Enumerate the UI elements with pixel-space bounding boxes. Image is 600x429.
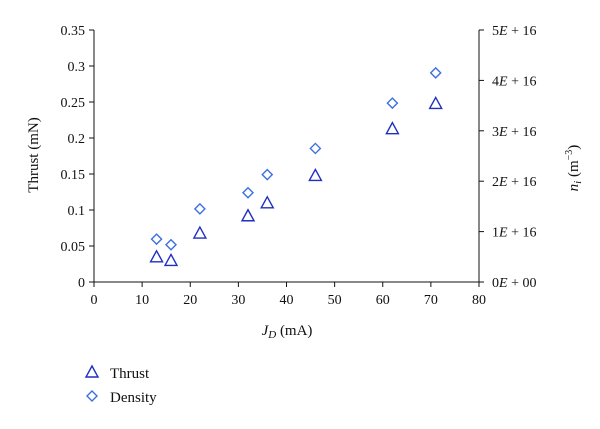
density-point <box>261 168 274 181</box>
left-y-axis-title: Thrust (mN) <box>26 117 42 192</box>
x-tick-label: 10 <box>135 293 149 308</box>
left-y-tick-label: 0.05 <box>61 240 86 255</box>
left-y-tick-label: 0.1 <box>68 204 86 219</box>
right-y-tick-label: 2E + 16 <box>492 175 536 190</box>
left-y-tick-label: 0.2 <box>68 132 86 147</box>
thrust-point <box>308 167 323 182</box>
density-point <box>193 202 206 215</box>
x-axis-ticks: 0 10 20 30 40 50 60 70 80 <box>91 282 486 308</box>
thrust-point <box>260 195 275 209</box>
left-y-axis-ticks: 0 0.05 0.1 0.15 0.2 0.25 0.3 0.35 <box>61 24 94 291</box>
right-y-tick-label: 0E + 00 <box>492 276 536 291</box>
x-tick-label: 80 <box>472 293 486 308</box>
right-y-tick-label: 5E + 16 <box>492 24 536 39</box>
x-tick-label: 40 <box>280 293 294 308</box>
legend-label-thrust: Thrust <box>110 366 150 382</box>
legend-label-density: Density <box>110 390 157 406</box>
legend-diamond-icon <box>86 390 98 402</box>
x-tick-label: 0 <box>91 293 98 308</box>
left-y-tick-label: 0.35 <box>61 24 86 39</box>
x-tick-label: 20 <box>183 293 197 308</box>
x-tick-label: 50 <box>328 293 342 308</box>
left-y-tick-label: 0 <box>78 276 85 291</box>
legend-item-density: Density <box>86 390 157 406</box>
thrust-point <box>192 225 208 239</box>
density-point <box>150 233 163 246</box>
x-tick-label: 60 <box>376 293 390 308</box>
thrust-point <box>240 208 256 222</box>
x-tick-label: 70 <box>424 293 438 308</box>
right-y-axis-ticks: 0E + 00 1E + 16 2E + 16 3E + 16 4E + 16 5E + … <box>479 24 536 291</box>
legend-triangle-icon <box>84 364 100 378</box>
thrust-point <box>428 95 443 110</box>
x-tick-label: 30 <box>231 293 245 308</box>
left-y-tick-label: 0.15 <box>61 168 86 183</box>
density-point <box>242 186 254 199</box>
right-y-tick-label: 3E + 16 <box>492 125 536 140</box>
density-point <box>429 66 442 79</box>
density-point <box>165 238 177 251</box>
right-y-tick-label: 4E + 16 <box>492 74 536 89</box>
legend: Thrust Density <box>84 364 157 406</box>
left-y-tick-label: 0.3 <box>68 60 86 75</box>
legend-item-thrust: Thrust <box>84 364 150 382</box>
thrust-point <box>385 121 400 135</box>
thrust-point <box>149 249 164 263</box>
data-marks <box>149 66 443 267</box>
axes <box>93 30 480 283</box>
x-axis-title: JD (mA) <box>262 323 313 341</box>
thrust-point <box>163 252 179 267</box>
density-point <box>386 97 399 110</box>
density-point <box>309 142 322 155</box>
left-y-tick-label: 0.25 <box>61 96 86 111</box>
right-y-tick-label: 1E + 16 <box>492 226 536 241</box>
right-y-axis-title: ni (m−3) <box>564 145 584 192</box>
